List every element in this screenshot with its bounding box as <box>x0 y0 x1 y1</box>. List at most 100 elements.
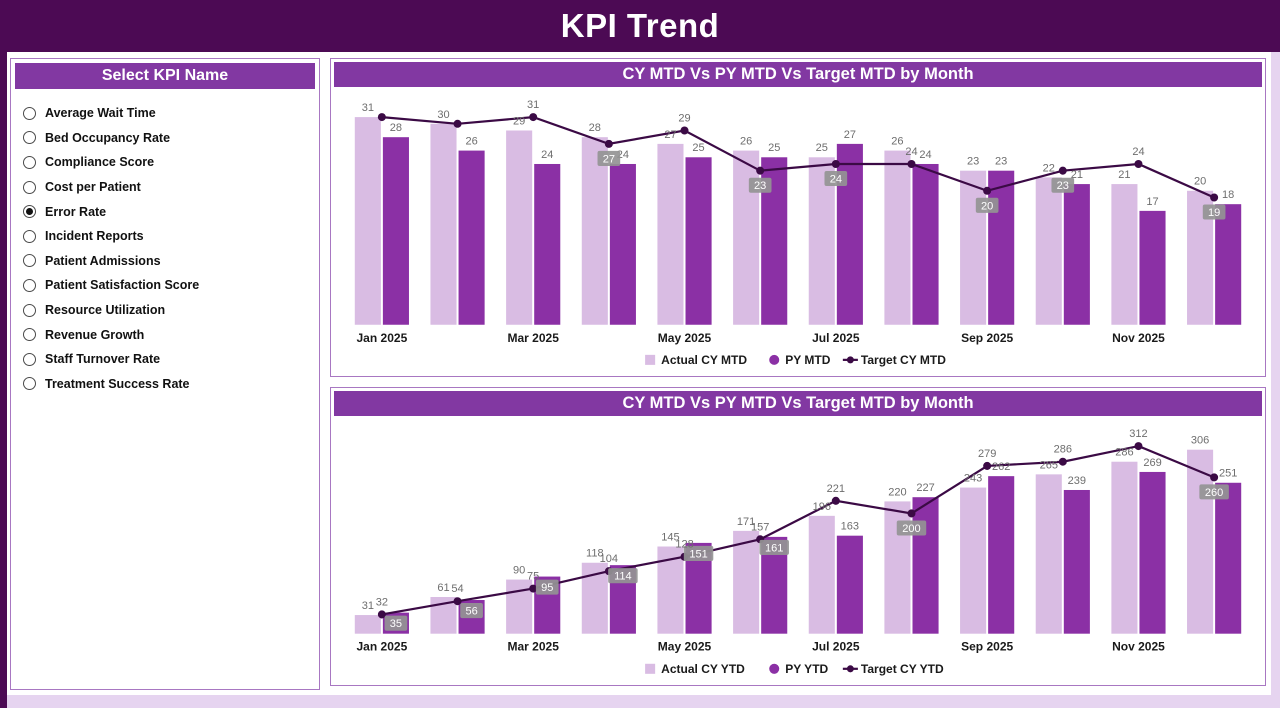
bar-py[interactable] <box>1215 204 1242 325</box>
bar-actual[interactable] <box>1035 474 1062 634</box>
bar-py[interactable] <box>988 476 1015 634</box>
kpi-option-cost-per-patient[interactable]: Cost per Patient <box>23 175 307 200</box>
kpi-option-label: Error Rate <box>45 204 107 219</box>
bar-py[interactable] <box>1063 184 1090 325</box>
bar-py[interactable] <box>382 137 409 325</box>
kpi-option-patient-admissions[interactable]: Patient Admissions <box>23 249 307 274</box>
bar-py[interactable] <box>1139 210 1166 325</box>
radio-button[interactable] <box>23 352 36 366</box>
bar-actual[interactable] <box>581 137 608 325</box>
bar-py[interactable] <box>988 170 1015 325</box>
kpi-option-revenue-growth[interactable]: Revenue Growth <box>23 322 307 347</box>
bar-actual[interactable] <box>960 487 987 634</box>
bottom-edge-strip <box>7 695 1280 708</box>
target-marker[interactable] <box>907 159 916 168</box>
legend-square-glyph <box>645 663 656 674</box>
legend-item[interactable]: Actual CY YTD <box>645 662 745 676</box>
right-edge-strip <box>1271 52 1280 708</box>
bar-py[interactable] <box>912 497 939 634</box>
legend-item[interactable]: Target CY YTD <box>842 662 944 676</box>
kpi-option-compliance-score[interactable]: Compliance Score <box>23 150 307 175</box>
bar-actual[interactable] <box>430 123 457 325</box>
target-marker[interactable] <box>1134 159 1143 168</box>
target-marker[interactable] <box>377 610 386 619</box>
kpi-option-bed-occupancy-rate[interactable]: Bed Occupancy Rate <box>23 126 307 151</box>
target-marker[interactable] <box>907 509 916 518</box>
radio-button[interactable] <box>23 229 36 243</box>
target-marker[interactable] <box>604 139 613 148</box>
target-marker[interactable] <box>1134 441 1143 451</box>
bar-py[interactable] <box>912 163 939 325</box>
bar-actual[interactable] <box>506 130 533 325</box>
target-marker[interactable] <box>453 597 462 606</box>
radio-button[interactable] <box>23 278 36 292</box>
ytd-combo-chart[interactable]: 3135326156549095751181141041451511281711… <box>334 418 1262 682</box>
legend-item[interactable]: Actual CY MTD <box>645 353 747 367</box>
target-marker[interactable] <box>453 119 462 128</box>
target-marker[interactable] <box>1058 457 1067 466</box>
legend-item[interactable]: Target CY MTD <box>842 353 946 367</box>
radio-button[interactable] <box>23 155 36 169</box>
radio-button[interactable] <box>23 377 36 391</box>
page-title: KPI Trend <box>560 7 720 44</box>
bar-py[interactable] <box>685 157 712 325</box>
legend-item[interactable]: PY YTD <box>769 662 829 676</box>
target-marker[interactable] <box>1210 473 1219 482</box>
bar-actual[interactable] <box>733 150 760 325</box>
bar-py[interactable] <box>1063 489 1090 634</box>
kpi-option-label: Cost per Patient <box>45 180 141 195</box>
radio-button[interactable] <box>23 254 36 268</box>
target-marker[interactable] <box>529 113 538 122</box>
target-marker[interactable] <box>756 166 765 175</box>
kpi-option-average-wait-time[interactable]: Average Wait Time <box>23 101 307 126</box>
bar-actual[interactable] <box>354 117 381 325</box>
radio-button[interactable] <box>23 303 36 317</box>
bar-py[interactable] <box>1139 471 1166 634</box>
bar-py[interactable] <box>1215 482 1242 634</box>
target-marker[interactable] <box>1210 193 1219 202</box>
bar-actual[interactable] <box>1187 449 1214 634</box>
target-marker[interactable] <box>831 159 840 168</box>
bar-actual[interactable] <box>1035 177 1062 325</box>
target-marker[interactable] <box>680 126 689 135</box>
target-marker[interactable] <box>983 186 992 195</box>
bar-actual[interactable] <box>506 579 533 634</box>
bar-actual[interactable] <box>733 530 760 634</box>
target-marker[interactable] <box>1058 166 1067 175</box>
mtd-combo-chart[interactable]: 3128302629243128242727252926252325272426… <box>334 89 1262 373</box>
bar-py[interactable] <box>836 535 863 634</box>
bar-actual[interactable] <box>808 515 835 634</box>
bar-py[interactable] <box>609 163 636 325</box>
radio-button[interactable] <box>23 180 36 194</box>
kpi-option-incident-reports[interactable]: Incident Reports <box>23 224 307 249</box>
bar-actual[interactable] <box>354 614 381 634</box>
bar-actual[interactable] <box>884 150 911 325</box>
target-marker[interactable] <box>831 496 840 505</box>
kpi-option-resource-utilization[interactable]: Resource Utilization <box>23 298 307 323</box>
kpi-option-patient-satisfaction-score[interactable]: Patient Satisfaction Score <box>23 273 307 298</box>
value-label: 29 <box>513 115 525 127</box>
bar-actual[interactable] <box>960 170 987 325</box>
legend-item[interactable]: PY MTD <box>769 353 831 367</box>
radio-button[interactable] <box>23 106 36 120</box>
bar-actual[interactable] <box>1111 184 1138 325</box>
bar-py[interactable] <box>458 150 485 325</box>
radio-button[interactable] <box>23 205 36 219</box>
target-marker[interactable] <box>983 461 992 470</box>
kpi-option-treatment-success-rate[interactable]: Treatment Success Rate <box>23 372 307 397</box>
bar-py[interactable] <box>534 163 561 325</box>
kpi-option-error-rate[interactable]: Error Rate <box>23 199 307 224</box>
value-label-box <box>1202 204 1226 220</box>
kpi-option-staff-turnover-rate[interactable]: Staff Turnover Rate <box>23 347 307 372</box>
bar-actual[interactable] <box>1111 461 1138 634</box>
value-label: 25 <box>768 142 780 154</box>
bar-actual[interactable] <box>657 143 684 325</box>
radio-button[interactable] <box>23 328 36 342</box>
target-marker[interactable] <box>377 113 386 122</box>
value-label: 54 <box>451 583 463 595</box>
value-label: 21 <box>1118 169 1130 181</box>
radio-button[interactable] <box>23 131 36 145</box>
legend-line-dot-glyph <box>846 665 854 673</box>
target-marker[interactable] <box>529 584 538 593</box>
charts-area: CY MTD Vs PY MTD Vs Target MTD by Month … <box>330 58 1266 690</box>
